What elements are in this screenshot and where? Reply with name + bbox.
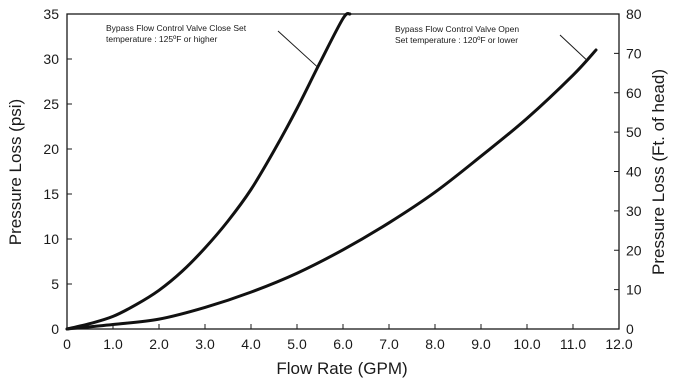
annotation-leader-line xyxy=(277,30,319,68)
series-layer xyxy=(65,12,598,331)
series-line-1 xyxy=(65,12,352,331)
y2-tick-label: 60 xyxy=(626,85,642,101)
y-axis-title: Pressure Loss (psi) xyxy=(6,99,25,245)
y-tick-label: 25 xyxy=(43,96,59,112)
x-tick-label: 10.0 xyxy=(513,336,540,352)
y-tick-label: 20 xyxy=(43,141,59,157)
y2-axis-title: Pressure Loss (Ft. of head) xyxy=(649,69,668,275)
x-tick-label: 4.0 xyxy=(241,336,261,352)
annotation-text: temperature : 125ºF or higher xyxy=(106,34,217,44)
y-tick-label: 10 xyxy=(43,231,59,247)
y-tick-label: 35 xyxy=(43,6,59,22)
x-tick-label: 2.0 xyxy=(149,336,169,352)
y2-tick-label: 70 xyxy=(626,45,642,61)
y2-tick-label: 50 xyxy=(626,124,642,140)
annotation-leader-line xyxy=(559,34,588,61)
y2-tick-label: 40 xyxy=(626,164,642,180)
plot-frame xyxy=(66,13,620,330)
y-tick-label: 5 xyxy=(51,276,59,292)
x-tick-label: 0 xyxy=(63,336,71,352)
y-tick-label: 0 xyxy=(51,321,59,337)
x-tick-label: 1.0 xyxy=(103,336,123,352)
x-tick-label: 9.0 xyxy=(471,336,491,352)
tick-layer: 0 1.0 2.0 3.0 4.0 5.0 6.0 7.0 8.0 9.0 10.0 11.0 12.0… xyxy=(43,6,641,352)
annotation-text: Bypass Flow Control Valve Open xyxy=(395,24,519,34)
annotation-text: Bypass Flow Control Valve Close Set xyxy=(106,23,247,33)
y-tick-label: 15 xyxy=(43,186,59,202)
y2-tick-label: 30 xyxy=(626,203,642,219)
x-tick-label: 7.0 xyxy=(379,336,399,352)
series-line-2 xyxy=(65,48,598,331)
y2-tick-label: 0 xyxy=(626,321,634,337)
x-tick-label: 6.0 xyxy=(333,336,353,352)
x-tick-label: 5.0 xyxy=(287,336,307,352)
y2-tick-label: 10 xyxy=(626,282,642,298)
x-tick-label: 8.0 xyxy=(425,336,445,352)
y2-tick-label: 20 xyxy=(626,242,642,258)
plot-border xyxy=(66,13,620,330)
annotation-text: Set temperature : 120ºF or lower xyxy=(395,35,518,45)
x-tick-label: 11.0 xyxy=(560,336,586,352)
y-tick-label: 30 xyxy=(43,51,59,67)
y2-tick-label: 80 xyxy=(626,6,642,22)
x-axis-title: Flow Rate (GPM) xyxy=(276,359,407,378)
x-tick-label: 12.0 xyxy=(605,336,632,352)
annotation-layer: Bypass Flow Control Valve Close Settempe… xyxy=(106,23,588,68)
x-tick-label: 3.0 xyxy=(195,336,215,352)
